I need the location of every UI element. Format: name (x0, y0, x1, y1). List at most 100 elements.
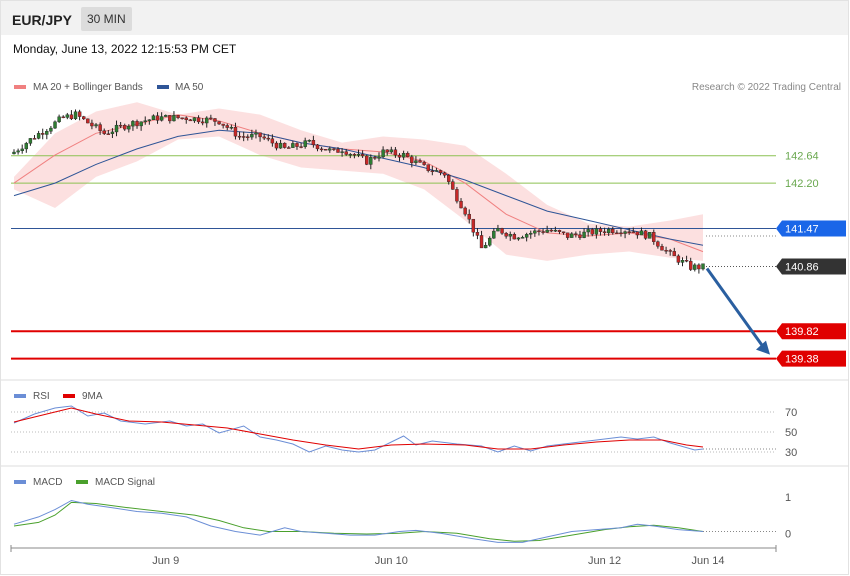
candle-body (151, 115, 156, 120)
candle-body (168, 115, 172, 122)
candle-body (315, 144, 320, 150)
candle-body (98, 124, 102, 131)
candle-body (660, 246, 664, 251)
candle-body (553, 229, 558, 232)
candle-body (250, 134, 254, 138)
candle-body (147, 119, 152, 121)
macd-tick-label: 1 (785, 492, 791, 504)
candle-body (643, 230, 648, 239)
candle-body (611, 228, 615, 234)
candle-body (328, 148, 332, 151)
candle-body (381, 149, 385, 158)
candle-body (524, 234, 529, 238)
candle-body (28, 138, 33, 144)
candle-body (143, 120, 147, 122)
candle-body (471, 218, 476, 233)
candle-body (311, 140, 316, 146)
legend-ma20-swatch (14, 85, 26, 89)
candle-body (541, 231, 545, 233)
candle-body (16, 150, 20, 153)
candle-body (557, 229, 562, 233)
candle-body (631, 231, 635, 233)
candle-body (492, 230, 496, 239)
resistance-label-0: 142.64 (785, 151, 819, 163)
forecast-arrow-shaft (705, 267, 765, 348)
candle-body (582, 231, 586, 238)
candle-body (36, 133, 41, 139)
candle-body (598, 228, 603, 232)
candle-body (172, 115, 176, 122)
symbol-label: EUR/JPY (12, 12, 72, 28)
time-tick-label: Jun 10 (375, 555, 408, 567)
candle-body (447, 175, 451, 182)
candle-body (41, 133, 45, 135)
candle-body (619, 232, 623, 235)
candle-body (24, 143, 29, 150)
candle-body (159, 116, 164, 121)
candle-body (131, 121, 135, 127)
rsi-line (13, 405, 704, 453)
macd-tick-label: 0 (785, 528, 791, 540)
candle-body (77, 111, 82, 117)
candle-body (229, 126, 234, 129)
candle-body (69, 114, 74, 120)
candle-body (656, 241, 660, 247)
candle-body (570, 233, 574, 238)
candle-body (672, 251, 676, 257)
candle-body (241, 136, 246, 138)
candle-body (180, 117, 184, 120)
chart-datetime: Monday, June 13, 2022 12:15:53 PM CET (13, 42, 237, 56)
macd-line (13, 499, 704, 543)
legend-rsi-ma-swatch (63, 394, 75, 398)
candle-body (529, 232, 533, 235)
resistance-label-1: 142.20 (785, 178, 819, 190)
candle-body (451, 181, 455, 190)
candle-body (500, 228, 504, 234)
candle-body (352, 153, 357, 156)
macd-signal-line (13, 501, 704, 542)
candle-body (578, 234, 582, 238)
candle-body (652, 232, 656, 242)
current-badge-3 (776, 258, 846, 275)
candle-body (205, 117, 209, 124)
rsi-ma-line (13, 407, 704, 450)
candle-body (282, 142, 287, 148)
candle-body (455, 189, 459, 202)
candle-body (360, 154, 365, 157)
candle-body (192, 117, 197, 122)
candle-body (86, 118, 90, 124)
interval-button[interactable]: 30 MIN (81, 7, 132, 31)
candle-body (496, 228, 500, 232)
candle-body (82, 116, 86, 120)
candle-body (606, 228, 611, 234)
candle-body (701, 263, 705, 270)
candle-body (561, 231, 566, 234)
candle-body (385, 149, 389, 153)
time-tick-label: Jun 9 (152, 555, 179, 567)
candle-body (479, 235, 484, 249)
candle-body (512, 234, 517, 240)
candle-body (401, 153, 406, 158)
candle-body (430, 170, 435, 172)
candle-body (262, 136, 266, 139)
candle-body (442, 172, 447, 176)
candle-body (680, 260, 685, 263)
candle-body (155, 115, 160, 121)
candle-body (164, 115, 168, 117)
candle-body (209, 117, 213, 120)
candle-body (274, 142, 279, 149)
candle-body (373, 157, 377, 159)
support-badge-4 (776, 323, 846, 340)
candle-body (49, 127, 53, 132)
candle-body (221, 123, 225, 126)
candle-body (516, 237, 521, 240)
legend-ma20-label: MA 20 + Bollinger Bands (33, 82, 143, 93)
candle-body (73, 111, 78, 120)
candle-body (123, 125, 127, 130)
candle-body (410, 156, 414, 163)
candle-body (344, 151, 348, 155)
candle-body (574, 233, 578, 235)
candle-body (135, 121, 139, 127)
candle-body (406, 153, 410, 157)
